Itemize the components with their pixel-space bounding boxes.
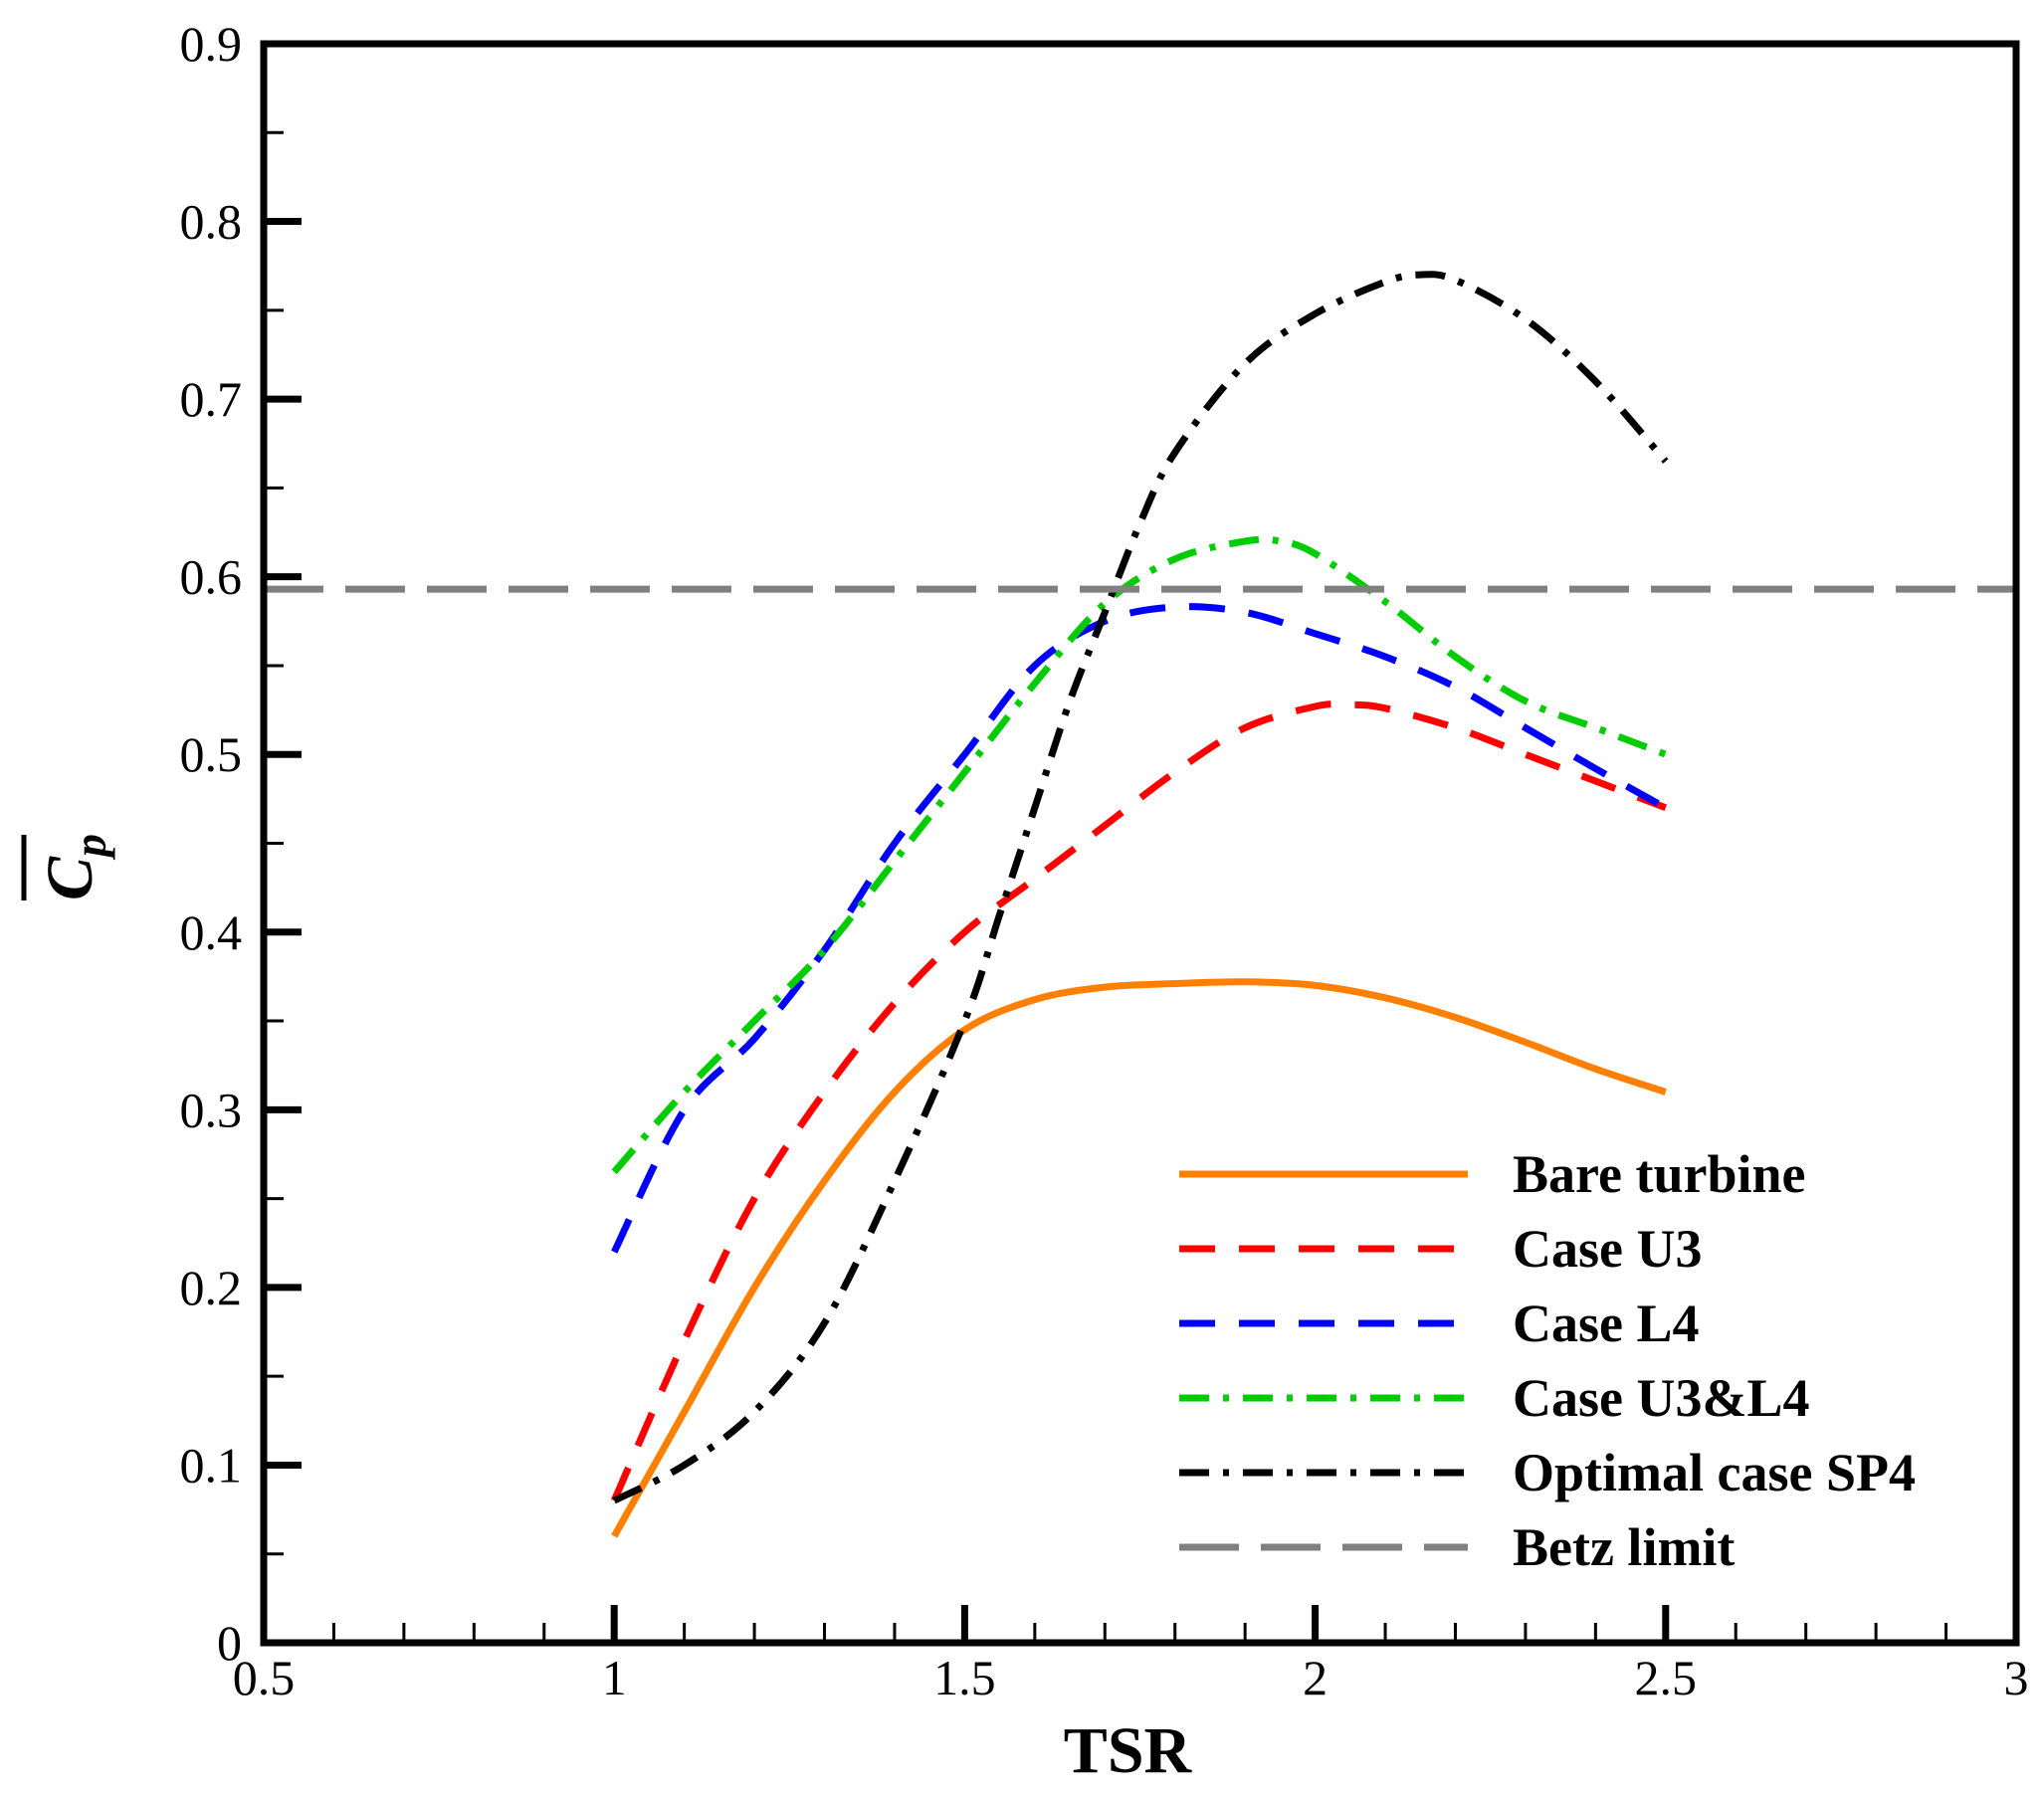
x-tick-label: 2.5 — [1635, 1650, 1698, 1705]
x-axis-title: TSR — [1064, 1714, 1193, 1787]
y-tick-label: 0.8 — [180, 194, 243, 250]
plot-frame — [260, 40, 2020, 1647]
y-tick-label: 0.2 — [180, 1260, 243, 1315]
labels-layer: 0 0.1 0.2 0.3 0.4 0.5 0.6 0.7 0.8 0.9 0.5 1 1.5 2 2.5 3 — [180, 16, 2029, 1705]
y-tick-label: 0.3 — [180, 1082, 243, 1137]
x-tick-label: 0.5 — [233, 1650, 296, 1705]
series-line-case-l4 — [611, 603, 1668, 1254]
y-tick-label: 0.6 — [180, 549, 243, 605]
y-tick-label: 0.7 — [180, 371, 243, 427]
legend-label-optimal-case-sp4: Optimal case SP4 — [1513, 1443, 1916, 1502]
y-axis-title-main: C — [34, 856, 106, 900]
series-line-optimal-case-sp4 — [612, 271, 1669, 1504]
ticks-layer — [264, 130, 1948, 1643]
y-tick-label: 0.9 — [180, 16, 243, 72]
legend-label-case-l4: Case L4 — [1513, 1294, 1700, 1353]
legend-label-case-u3: Case U3 — [1513, 1219, 1702, 1279]
x-tick-label: 3 — [2004, 1650, 2029, 1705]
svg-text:Cp: Cp — [34, 834, 115, 900]
legend-label-bare-turbine: Bare turbine — [1513, 1144, 1806, 1204]
legend: Bare turbine Case U3 Case L4 Case U3&L4 Opti… — [1179, 1144, 1916, 1577]
x-tick-label: 1.5 — [933, 1650, 996, 1705]
y-axis-title: Cp — [21, 834, 115, 900]
y-axis-title-sub: p — [65, 834, 115, 861]
series-line-case-u3 — [610, 700, 1668, 1502]
series-line-case-u3-l4 — [611, 535, 1668, 1175]
x-tick-label: 1 — [602, 1650, 627, 1705]
y-tick-label: 0.4 — [180, 904, 243, 960]
series-layer — [264, 271, 2016, 1538]
legend-label-betz-limit: Betz limit — [1513, 1517, 1735, 1577]
y-tick-label: 0.1 — [180, 1437, 243, 1493]
series-line-bare-turbine — [611, 978, 1667, 1538]
y-tick-label: 0.5 — [180, 726, 243, 782]
legend-label-case-u3-l4: Case U3&L4 — [1513, 1368, 1809, 1428]
y-tick-label: 0 — [217, 1615, 242, 1671]
x-tick-label: 2 — [1303, 1650, 1328, 1705]
